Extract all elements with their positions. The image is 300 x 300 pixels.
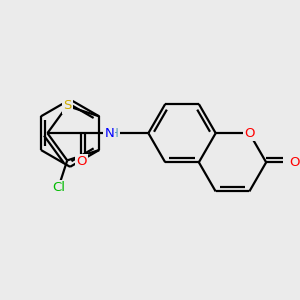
Text: S: S [63, 100, 71, 112]
Text: H: H [110, 127, 119, 140]
Text: O: O [290, 156, 300, 169]
Text: Cl: Cl [52, 181, 65, 194]
Text: O: O [76, 155, 86, 168]
Text: O: O [244, 127, 255, 140]
Text: N: N [104, 127, 114, 140]
